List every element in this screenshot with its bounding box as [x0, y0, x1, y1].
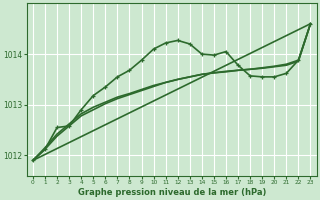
X-axis label: Graphe pression niveau de la mer (hPa): Graphe pression niveau de la mer (hPa) — [77, 188, 266, 197]
